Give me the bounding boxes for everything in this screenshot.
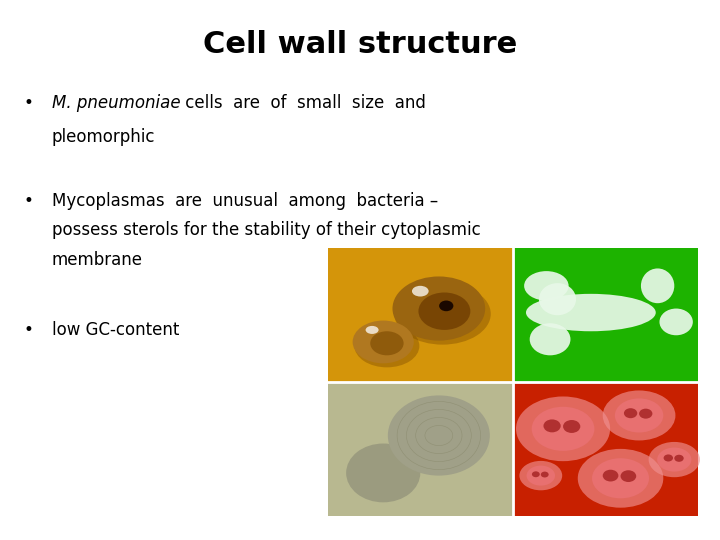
Ellipse shape [530, 323, 570, 355]
Text: membrane: membrane [52, 251, 143, 269]
Text: •: • [23, 192, 33, 210]
Ellipse shape [592, 458, 649, 498]
Bar [328, 248, 513, 382]
Circle shape [639, 409, 652, 419]
Ellipse shape [524, 271, 569, 301]
Text: Mycoplasmas  are  unusual  among  bacteria –: Mycoplasmas are unusual among bacteria – [52, 192, 438, 210]
Circle shape [532, 471, 540, 477]
Ellipse shape [418, 420, 459, 451]
Ellipse shape [412, 286, 428, 296]
Ellipse shape [374, 465, 392, 480]
Ellipse shape [408, 411, 469, 460]
Circle shape [563, 420, 580, 433]
Text: M. pneumoniae: M. pneumoniae [52, 94, 181, 112]
Ellipse shape [641, 268, 675, 303]
Ellipse shape [398, 403, 480, 468]
Text: possess sterols for the stability of their cytoplasmic: possess sterols for the stability of the… [52, 221, 480, 239]
Ellipse shape [615, 399, 663, 433]
Circle shape [664, 455, 673, 462]
Text: low GC-content: low GC-content [52, 321, 179, 339]
Ellipse shape [354, 325, 419, 367]
Ellipse shape [577, 449, 663, 508]
Ellipse shape [657, 448, 691, 471]
Ellipse shape [516, 396, 610, 461]
Bar [513, 248, 698, 382]
Ellipse shape [366, 326, 379, 334]
Ellipse shape [370, 331, 404, 355]
Text: pleomorphic: pleomorphic [52, 128, 156, 146]
Ellipse shape [395, 283, 491, 345]
Ellipse shape [346, 443, 420, 502]
Ellipse shape [365, 458, 402, 488]
Ellipse shape [649, 442, 700, 477]
Ellipse shape [428, 428, 449, 443]
Ellipse shape [531, 407, 595, 451]
Text: Cell wall structure: Cell wall structure [203, 30, 517, 59]
Ellipse shape [660, 308, 693, 335]
Circle shape [624, 408, 637, 418]
Bar [328, 382, 513, 516]
Text: •: • [23, 94, 33, 112]
Ellipse shape [418, 293, 470, 330]
Circle shape [541, 471, 549, 477]
Text: •: • [23, 321, 33, 339]
Circle shape [603, 470, 618, 482]
Circle shape [621, 470, 636, 482]
Ellipse shape [388, 395, 490, 476]
Circle shape [439, 301, 454, 311]
Bar [513, 382, 698, 516]
Circle shape [544, 420, 561, 433]
Ellipse shape [603, 390, 675, 441]
Ellipse shape [526, 465, 555, 485]
Ellipse shape [539, 283, 576, 315]
Ellipse shape [519, 461, 562, 490]
Ellipse shape [526, 294, 656, 331]
Ellipse shape [356, 451, 411, 495]
Ellipse shape [392, 276, 485, 341]
Ellipse shape [353, 321, 414, 363]
Text: cells  are  of  small  size  and: cells are of small size and [181, 94, 426, 112]
Circle shape [675, 455, 684, 462]
